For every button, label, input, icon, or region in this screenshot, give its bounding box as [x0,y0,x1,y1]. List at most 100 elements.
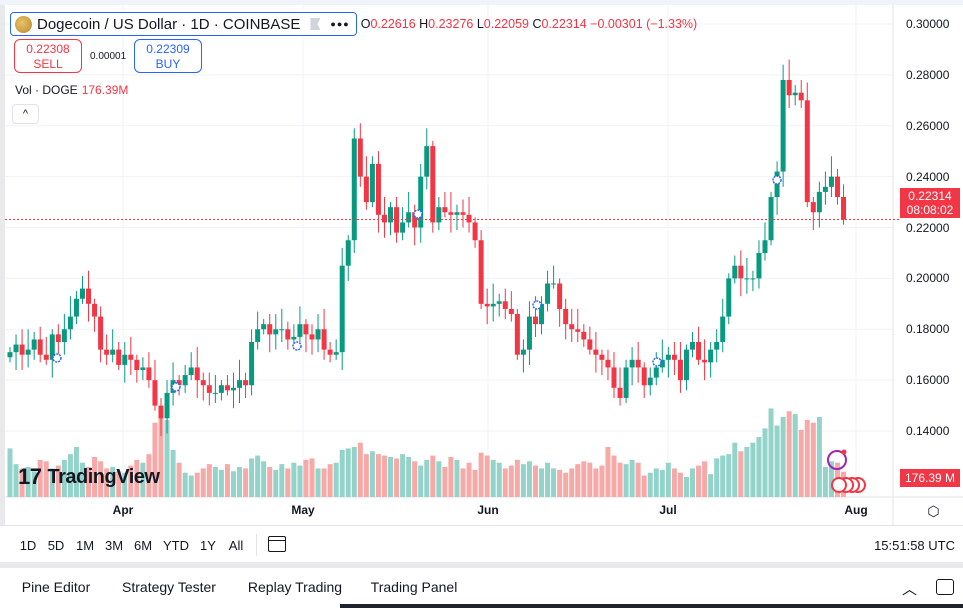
candle-body [388,207,394,223]
candle-body [273,329,279,335]
chevron-up-icon[interactable]: ︿ [902,581,918,598]
candle-body [327,349,333,355]
lightning-icon [827,450,847,470]
candle-body [351,138,357,241]
candlestick-chart[interactable] [0,0,963,525]
calendar-icon[interactable] [268,536,286,552]
candle-body [810,202,816,213]
volume-bar [587,462,593,497]
candle-body [249,342,255,386]
candle-body [569,324,575,330]
symbol-title-box[interactable]: Dogecoin / US Dollar · 1D · COINBASE ●●● [10,12,357,36]
volume-bar [804,419,810,497]
volume-bar [25,467,31,497]
candle-body [460,212,466,215]
maximize-icon[interactable] [936,579,954,595]
time-label-jul: Jul [659,503,677,517]
range-5d[interactable]: 5D [47,538,65,553]
volume-bar [67,454,73,497]
volume-bar [569,468,575,497]
volume-bar [430,455,436,497]
tab-pine-editor[interactable]: Pine Editor [21,579,91,595]
candle-body [641,367,647,386]
tradingview-logo[interactable]: 17 TradingView [18,464,160,490]
volume-bar [237,467,243,497]
volume-bar [647,472,653,497]
chart-settings-icon[interactable]: ⬡ [927,503,940,519]
more-options-icon[interactable]: ●●● [330,19,350,29]
candle-body [436,207,442,223]
volume-bar [104,468,110,497]
range-1y[interactable]: 1Y [200,538,216,553]
candle-body [406,212,412,223]
candle-body [526,316,532,350]
volume-bar [381,455,387,497]
top-strip [0,0,963,5]
buy-button[interactable]: 0.22309 BUY [134,39,202,73]
sell-button[interactable]: 0.22308 SELL [14,39,82,73]
candle-body [104,349,110,355]
event-marker-icon [652,357,662,367]
sell-label: SELL [33,57,63,71]
candle-body [430,146,436,223]
range-all[interactable]: All [228,538,244,553]
candle-body [122,354,128,365]
candle-body [520,349,526,355]
candle-body [587,339,593,350]
candle-body [285,329,291,340]
candle-body [73,298,79,317]
candle-body [13,344,19,353]
candle-body [19,344,25,355]
candle-body [539,303,545,325]
volume-bar [629,459,635,497]
candle-body [279,329,285,331]
volume-bar [623,464,629,497]
candle-body [333,352,339,355]
tab-replay-trading[interactable]: Replay Trading [247,579,343,595]
candle-body [617,387,623,398]
volume-bar [339,449,345,497]
volume-bar [273,469,279,497]
candle-body [683,349,689,381]
bottom-edge [340,604,963,608]
candle-body [146,367,152,381]
clock[interactable]: 15:51:58 UTC [874,538,955,553]
close-label: C [532,17,542,31]
range-1d[interactable]: 1D [19,538,37,553]
volume-bar [798,429,804,497]
volume-bar [744,447,750,497]
tab-strategy-tester[interactable]: Strategy Tester [122,579,216,595]
range-3m[interactable]: 3M [104,538,124,553]
candle-body [762,240,768,253]
candle-body [671,354,677,360]
volume-bar [551,468,557,497]
volume-legend: Vol · DOGE 176.39M [15,83,128,97]
volume-bar [460,468,466,497]
volume-bar [291,462,297,497]
candle-body [442,207,448,213]
volume-bar [200,468,206,497]
candle-body [629,359,635,368]
candle-body [635,359,641,368]
volume-bar [418,465,424,497]
candle-body [55,334,61,342]
flag-icon[interactable] [310,18,321,30]
candle-body [369,163,375,203]
volume-bar [508,465,514,497]
volume-bar [581,461,587,497]
volume-bar [297,465,303,497]
volume-bar [261,461,267,497]
volume-bar [490,459,496,497]
candle-body [551,283,557,285]
low-value: 0.22059 [483,17,529,31]
candle-body [768,196,774,241]
candle-body [659,359,665,368]
tab-trading-panel[interactable]: Trading Panel [370,579,458,595]
collapse-legend-button[interactable]: ^ [12,104,39,124]
range-1m[interactable]: 1M [75,538,95,553]
volume-bar [206,464,212,497]
range-ytd[interactable]: YTD [163,538,189,553]
range-6m[interactable]: 6M [133,538,153,553]
volume-legend-value: 176.39M [81,83,129,97]
volume-bar [750,442,756,497]
